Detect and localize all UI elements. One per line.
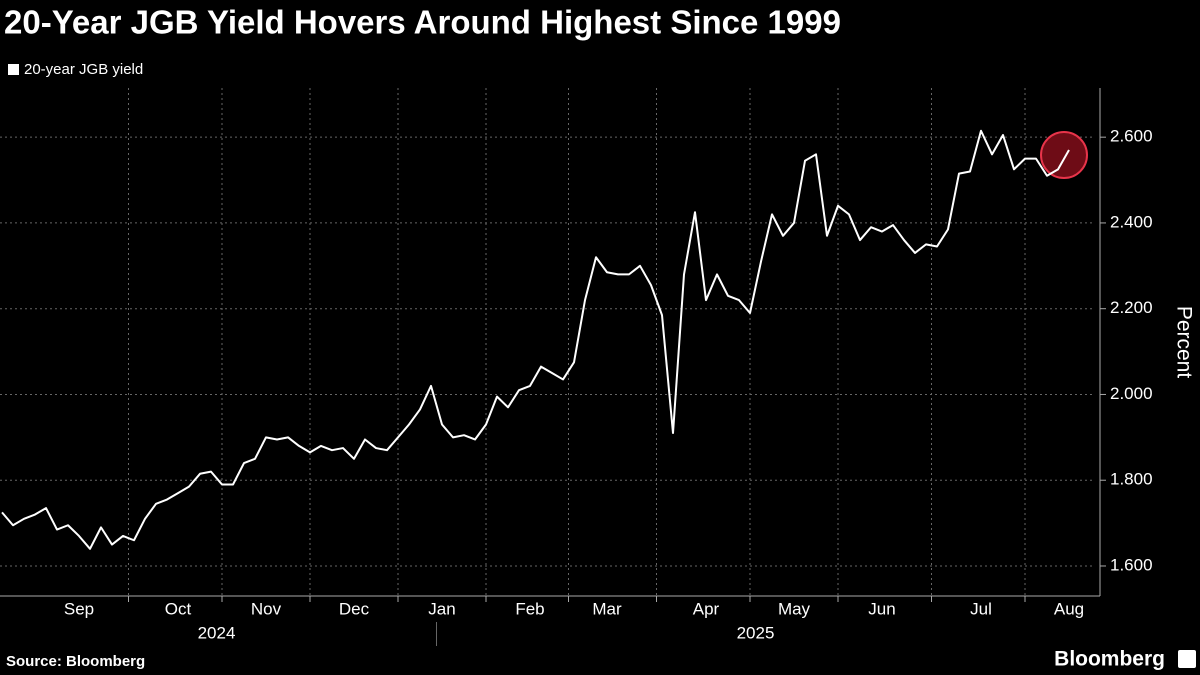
x-tick-label: Mar: [592, 599, 622, 618]
x-tick-label: Oct: [165, 599, 192, 618]
line: [1, 129, 1070, 550]
legend-label: 20-year JGB yield: [24, 61, 143, 78]
y-axis-label: Percent: [1172, 306, 1195, 379]
brand: Bloomberg: [1054, 648, 1165, 671]
legend-swatch: [8, 64, 19, 75]
highlight-circle: [1040, 131, 1088, 180]
y-tick-label: 2.200: [1110, 298, 1153, 317]
x-tick-label: Jun: [868, 599, 895, 618]
x-tick-label: Nov: [251, 599, 282, 618]
y-tick-label: 2.400: [1110, 212, 1153, 231]
brand-icon: [1178, 650, 1196, 668]
x-tick-label: Apr: [693, 599, 720, 618]
x-tick-label: Feb: [515, 599, 544, 618]
source: Source: Bloomberg: [6, 653, 145, 670]
y-tick-label: 1.600: [1110, 555, 1153, 574]
chart-title: 20-Year JGB Yield Hovers Around Highest …: [4, 4, 841, 41]
x-tick-label: Sep: [64, 599, 94, 618]
x-tick-label: Aug: [1054, 599, 1084, 618]
x-tick-label: Jan: [428, 599, 455, 618]
x-tick-label: Dec: [339, 599, 370, 618]
x-tick-label: Jul: [970, 599, 992, 618]
y-tick-label: 1.800: [1110, 470, 1153, 489]
year-label: 2024: [198, 623, 236, 642]
y-tick-label: 2.600: [1110, 127, 1153, 146]
y-tick-label: 2.000: [1110, 384, 1153, 403]
x-tick-label: May: [778, 599, 811, 618]
year-label: 2025: [737, 623, 775, 642]
